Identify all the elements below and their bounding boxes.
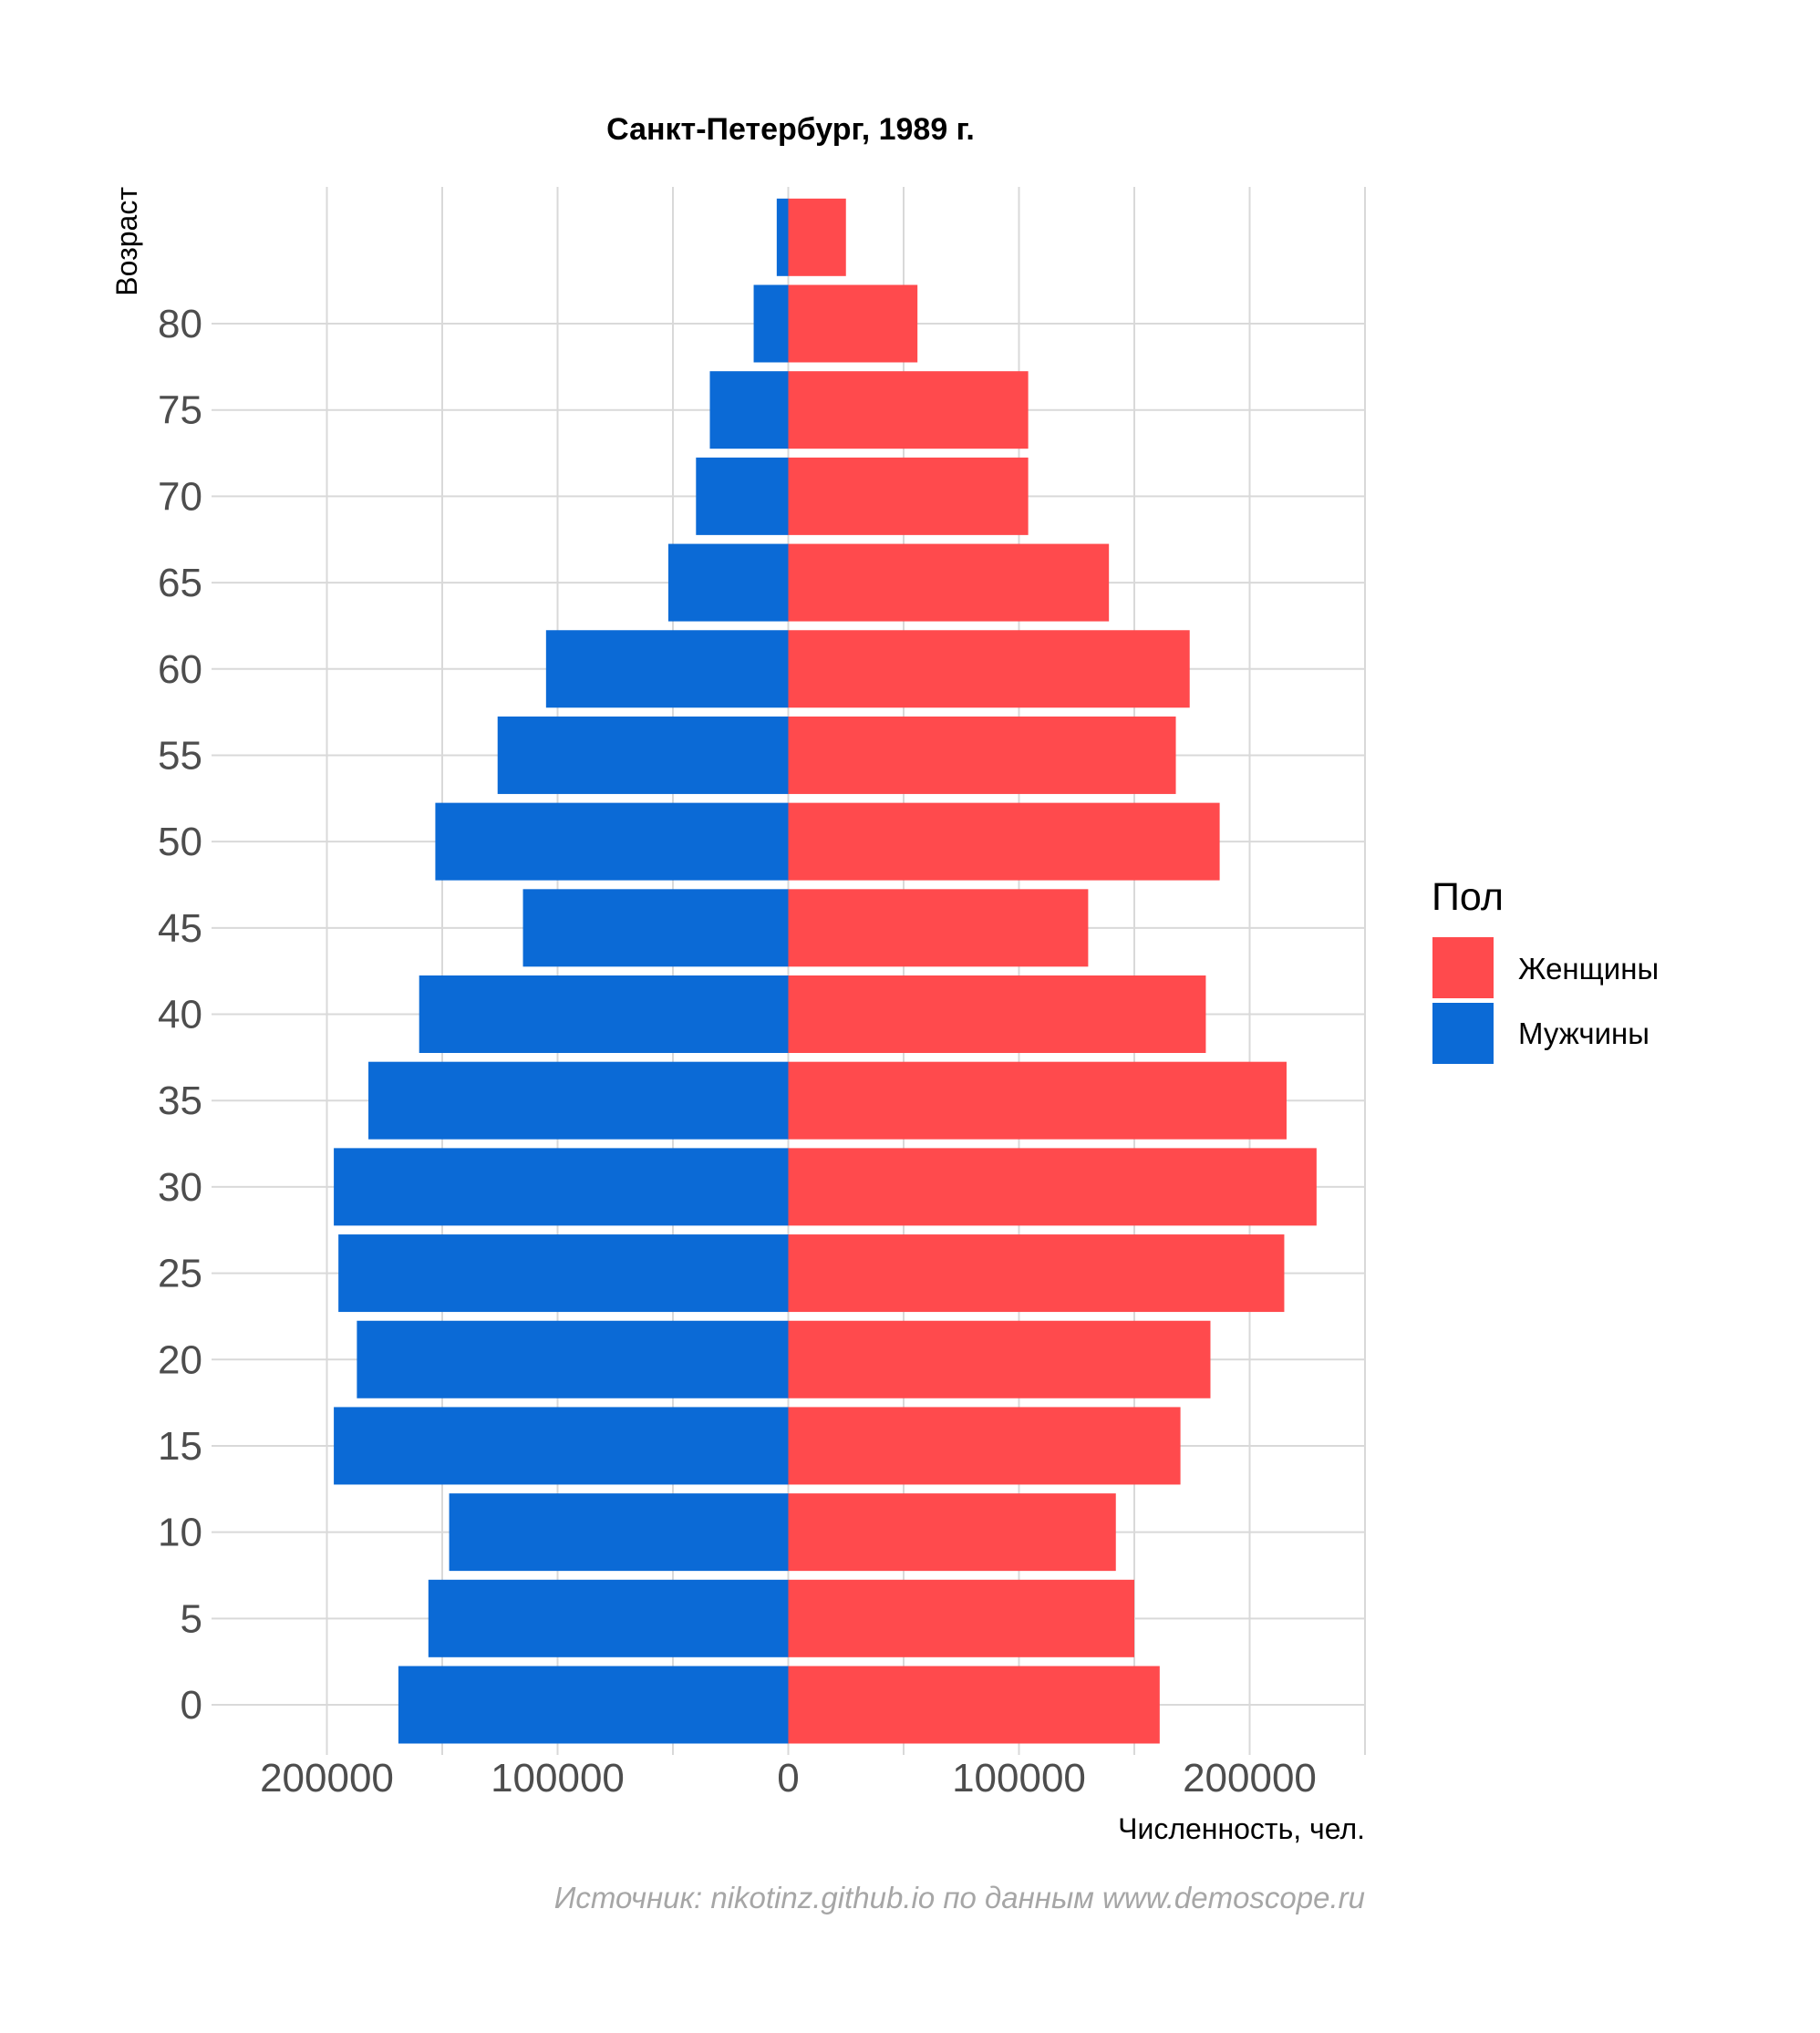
bar-men-age-80 xyxy=(753,284,789,363)
bar-women-age-65 xyxy=(788,543,1110,622)
bar-men-age-15 xyxy=(334,1407,789,1485)
y-tick-label: 65 xyxy=(158,561,202,605)
bar-women-age-20 xyxy=(788,1320,1211,1398)
bar-men-age-25 xyxy=(338,1234,789,1313)
bar-men-age-20 xyxy=(357,1320,789,1398)
bar-men-age-60 xyxy=(545,630,789,708)
y-tick-label: 40 xyxy=(158,993,202,1037)
bar-women-age-85 xyxy=(788,198,846,276)
chart-title: Санкт-Петербург, 1989 г. xyxy=(606,112,975,147)
bar-women-age-50 xyxy=(788,802,1220,881)
bar-women-age-55 xyxy=(788,716,1176,794)
bar-women-age-10 xyxy=(788,1493,1116,1572)
x-tick-label: 100000 xyxy=(952,1756,1086,1801)
legend-title: Пол xyxy=(1432,875,1504,919)
y-tick-label: 25 xyxy=(158,1252,202,1296)
y-tick-label: 70 xyxy=(158,474,202,519)
bar-men-age-0 xyxy=(398,1666,789,1744)
bar-women-age-70 xyxy=(788,457,1029,535)
y-tick-label: 80 xyxy=(158,302,202,346)
y-tick-label: 45 xyxy=(158,906,202,951)
bar-men-age-35 xyxy=(368,1061,789,1140)
y-axis-title: Возраст xyxy=(110,187,143,296)
bar-women-age-40 xyxy=(788,975,1206,1053)
bar-women-age-25 xyxy=(788,1234,1285,1313)
x-tick-label: 200000 xyxy=(1183,1756,1317,1801)
bar-women-age-80 xyxy=(788,284,918,363)
legend-swatch-men xyxy=(1432,1003,1494,1064)
x-tick-label: 0 xyxy=(777,1756,799,1801)
bar-women-age-75 xyxy=(788,371,1029,449)
bar-women-age-0 xyxy=(788,1666,1160,1744)
bar-men-age-50 xyxy=(435,802,789,881)
y-tick-label: 10 xyxy=(158,1511,202,1555)
legend-label-women: Женщины xyxy=(1518,952,1659,986)
y-tick-label: 5 xyxy=(181,1596,202,1641)
y-tick-label: 55 xyxy=(158,733,202,778)
bars xyxy=(334,198,1317,1744)
bar-women-age-5 xyxy=(788,1579,1134,1657)
bar-women-age-45 xyxy=(788,889,1089,967)
tick-labels: 200000 100000 0 100000 200000 0 5 10 15 20 25 30 35 4… xyxy=(158,302,1317,1801)
y-tick-label: 20 xyxy=(158,1337,202,1382)
y-tick-label: 35 xyxy=(158,1078,202,1123)
x-axis-title: Численность, чел. xyxy=(1118,1812,1365,1845)
y-tick-label: 50 xyxy=(158,820,202,864)
bar-men-age-70 xyxy=(696,457,789,535)
chart-caption: Источник: nikotinz.github.io по данным w… xyxy=(554,1881,1365,1914)
y-tick-label: 30 xyxy=(158,1165,202,1210)
legend: Пол Женщины Мужчины xyxy=(1432,875,1659,1064)
bar-men-age-10 xyxy=(449,1493,789,1572)
bar-women-age-30 xyxy=(788,1148,1317,1226)
bar-men-age-30 xyxy=(334,1148,789,1226)
x-tick-label: 200000 xyxy=(260,1756,394,1801)
legend-label-men: Мужчины xyxy=(1518,1016,1649,1050)
bar-men-age-75 xyxy=(709,371,789,449)
bar-women-age-35 xyxy=(788,1061,1287,1140)
y-tick-label: 75 xyxy=(158,388,202,433)
bar-men-age-55 xyxy=(497,716,789,794)
x-tick-label: 100000 xyxy=(491,1756,625,1801)
bar-women-age-60 xyxy=(788,630,1190,708)
bar-men-age-65 xyxy=(667,543,789,622)
y-tick-label: 60 xyxy=(158,647,202,692)
bar-men-age-5 xyxy=(428,1579,789,1657)
bar-men-age-40 xyxy=(419,975,789,1053)
y-tick-label: 0 xyxy=(181,1683,202,1728)
bar-men-age-45 xyxy=(522,889,789,967)
bar-women-age-15 xyxy=(788,1407,1181,1485)
bar-men-age-85 xyxy=(776,198,789,276)
legend-swatch-women xyxy=(1432,937,1494,998)
y-tick-label: 15 xyxy=(158,1424,202,1469)
